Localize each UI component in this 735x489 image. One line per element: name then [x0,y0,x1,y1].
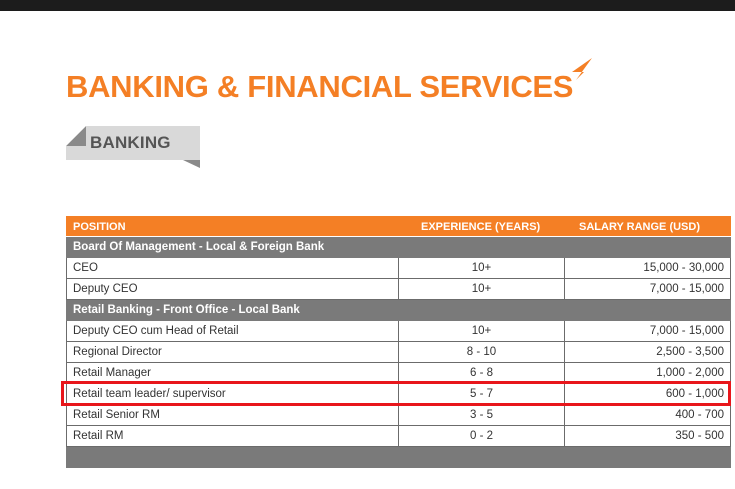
cell-experience: 10+ [399,279,565,300]
header-experience: EXPERIENCE (YEARS) [399,217,565,237]
salary-table: POSITION EXPERIENCE (YEARS) SALARY RANGE… [66,216,731,468]
table-row: Retail team leader/ supervisor 5 - 7 600… [67,384,731,405]
cell-salary: 400 - 700 [565,405,731,426]
tag-fold-icon [183,160,200,168]
cell-salary: 7,000 - 15,000 [565,321,731,342]
cell-salary: 15,000 - 30,000 [565,258,731,279]
cell-experience: 0 - 2 [399,426,565,447]
header-salary: SALARY RANGE (USD) [565,217,731,237]
cell-experience: 10+ [399,258,565,279]
table-header-row: POSITION EXPERIENCE (YEARS) SALARY RANGE… [67,217,731,237]
group-row-partial [67,447,731,468]
table-row: Deputy CEO 10+ 7,000 - 15,000 [67,279,731,300]
orange-flag-icon [570,58,592,80]
table-row: Retail RM 0 - 2 350 - 500 [67,426,731,447]
cell-salary: 7,000 - 15,000 [565,279,731,300]
cell-experience: 5 - 7 [399,384,565,405]
section-tag: BANKING [66,126,200,162]
group-label-cutoff [67,447,731,468]
table-row: CEO 10+ 15,000 - 30,000 [67,258,731,279]
top-dark-bar [0,0,735,11]
cell-salary: 1,000 - 2,000 [565,363,731,384]
section-tag-label: BANKING [90,133,171,153]
cell-position: Regional Director [67,342,399,363]
page-title: BANKING & FINANCIAL SERVICES [66,68,573,106]
cell-position: Deputy CEO [67,279,399,300]
cell-position: Deputy CEO cum Head of Retail [67,321,399,342]
cell-salary: 350 - 500 [565,426,731,447]
group-row-retail: Retail Banking - Front Office - Local Ba… [67,300,731,321]
cell-experience: 8 - 10 [399,342,565,363]
table-row: Retail Senior RM 3 - 5 400 - 700 [67,405,731,426]
group-label: Retail Banking - Front Office - Local Ba… [67,300,731,321]
cell-salary: 2,500 - 3,500 [565,342,731,363]
cell-position: CEO [67,258,399,279]
cell-experience: 10+ [399,321,565,342]
table-row: Deputy CEO cum Head of Retail 10+ 7,000 … [67,321,731,342]
tag-corner-icon [66,126,86,146]
header-position: POSITION [67,217,399,237]
cell-position: Retail team leader/ supervisor [67,384,399,405]
cell-experience: 3 - 5 [399,405,565,426]
group-label: Board Of Management - Local & Foreign Ba… [67,237,731,258]
table-row: Regional Director 8 - 10 2,500 - 3,500 [67,342,731,363]
cell-position: Retail RM [67,426,399,447]
group-row-board: Board Of Management - Local & Foreign Ba… [67,237,731,258]
cell-position: Retail Manager [67,363,399,384]
cell-experience: 6 - 8 [399,363,565,384]
cell-salary: 600 - 1,000 [565,384,731,405]
cell-position: Retail Senior RM [67,405,399,426]
table-row-highlighted: Retail Manager 6 - 8 1,000 - 2,000 [67,363,731,384]
